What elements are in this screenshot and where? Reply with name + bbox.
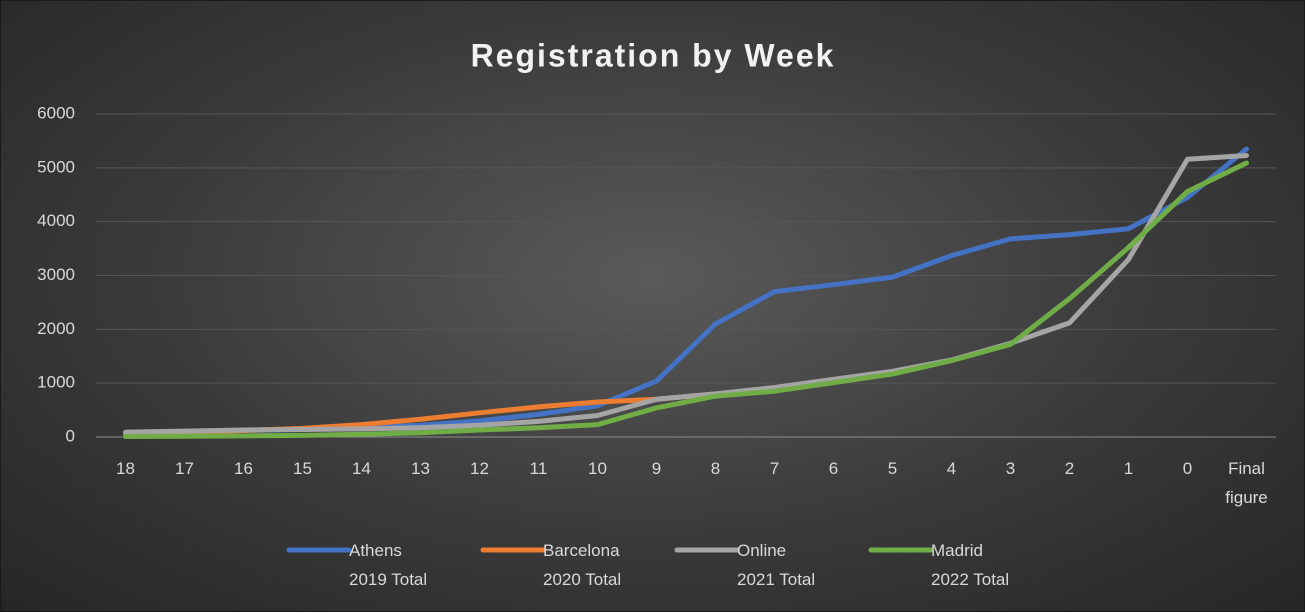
x-tick-label: 14 — [352, 459, 371, 478]
x-tick-label: 12 — [470, 459, 489, 478]
x-tick-label: 8 — [710, 459, 721, 478]
x-tick-label: 15 — [293, 459, 312, 478]
x-tick-label: 16 — [234, 459, 253, 478]
x-tick-label: 17 — [175, 459, 194, 478]
x-tick-label: 1 — [1123, 459, 1134, 478]
x-tick-label: 3 — [1005, 459, 1016, 478]
chart-title: Registration by Week — [471, 37, 836, 73]
y-tick-label: 0 — [66, 426, 75, 445]
x-tick-label: 18 — [116, 459, 135, 478]
legend-label: Barcelona 2020 Total — [543, 541, 622, 589]
y-tick-label: 4000 — [37, 211, 75, 230]
x-tick-label: 6 — [828, 459, 839, 478]
y-tick-label: 2000 — [37, 319, 75, 338]
x-tick-label: 4 — [946, 459, 957, 478]
x-tick-label: 0 — [1182, 459, 1193, 478]
y-tick-label: 1000 — [37, 373, 75, 392]
x-tick-label: 2 — [1064, 459, 1075, 478]
legend-label: Athens 2019 Total — [349, 541, 428, 589]
x-tick-label: Final figure — [1225, 459, 1268, 507]
x-tick-label: 10 — [588, 459, 607, 478]
x-tick-label: 9 — [651, 459, 662, 478]
legend-label: Online 2021 Total — [737, 541, 816, 589]
y-tick-label: 6000 — [37, 103, 75, 122]
x-tick-label: 11 — [529, 459, 548, 478]
x-tick-label: 13 — [411, 459, 430, 478]
series-line — [123, 160, 1249, 439]
y-tick-label: 3000 — [37, 265, 75, 284]
x-tick-label: 5 — [887, 459, 898, 478]
x-tick-label: 7 — [769, 459, 780, 478]
legend-label: Madrid 2022 Total — [931, 541, 1010, 589]
y-tick-label: 5000 — [37, 157, 75, 176]
series-line — [123, 153, 1249, 435]
